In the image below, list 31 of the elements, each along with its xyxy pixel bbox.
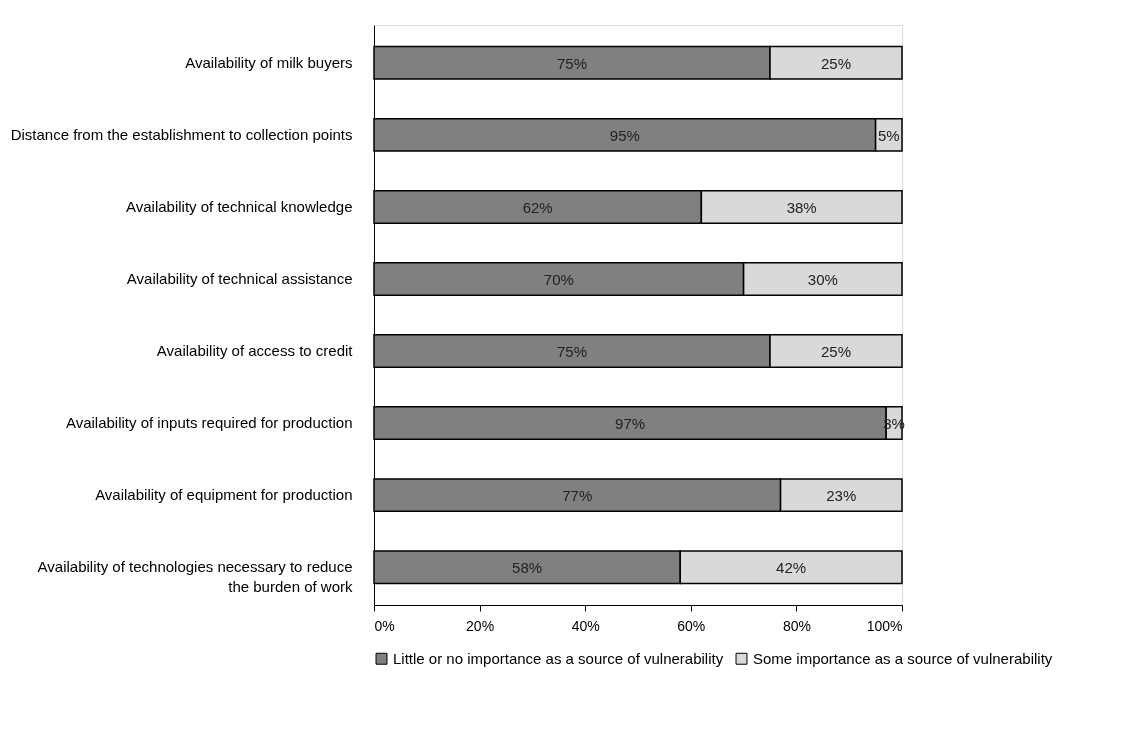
- data-label: 25%: [820, 343, 852, 361]
- data-label: 75%: [556, 343, 588, 361]
- x-tick-label: 80%: [782, 617, 811, 634]
- data-label: 30%: [807, 270, 838, 288]
- data-label: 5%: [877, 126, 900, 144]
- data-label: 23%: [826, 487, 857, 505]
- legend-label: Some importance as a source of vulnerability: [753, 649, 1053, 667]
- y-tick-label: Availability of technologies necessary to reduce the burden of work: [37, 558, 353, 596]
- data-label: 58%: [512, 559, 543, 577]
- data-label: 38%: [786, 198, 817, 216]
- y-tick-label: Availability of technical knowledge: [125, 197, 353, 215]
- y-tick-label: Availability of milk buyers: [185, 53, 353, 71]
- y-tick-label: Availability of technical assistance: [126, 269, 353, 287]
- x-tick-label: 20%: [466, 617, 495, 634]
- data-label: 42%: [776, 559, 807, 577]
- x-tick-label: 0%: [374, 617, 395, 634]
- y-tick-label: Distance from the establishment to collection points: [10, 125, 353, 143]
- x-tick-label: 60%: [677, 617, 706, 634]
- data-label: 77%: [562, 487, 593, 505]
- data-label: 95%: [609, 126, 640, 144]
- y-tick-label: Availability of access to credit: [156, 342, 354, 360]
- data-label: 70%: [543, 270, 574, 288]
- legend-label: Little or no importance as a source of vulnerability: [393, 649, 724, 667]
- y-tick-label: Availability of inputs required for production: [65, 414, 353, 432]
- x-tick-label: 40%: [571, 617, 600, 634]
- data-label: 75%: [556, 54, 588, 72]
- data-label: 25%: [820, 54, 852, 72]
- x-tick-label: 100%: [866, 617, 903, 634]
- data-label: 62%: [522, 198, 553, 216]
- y-tick-label: Availability of equipment for production: [95, 486, 353, 504]
- data-label: 97%: [615, 415, 646, 433]
